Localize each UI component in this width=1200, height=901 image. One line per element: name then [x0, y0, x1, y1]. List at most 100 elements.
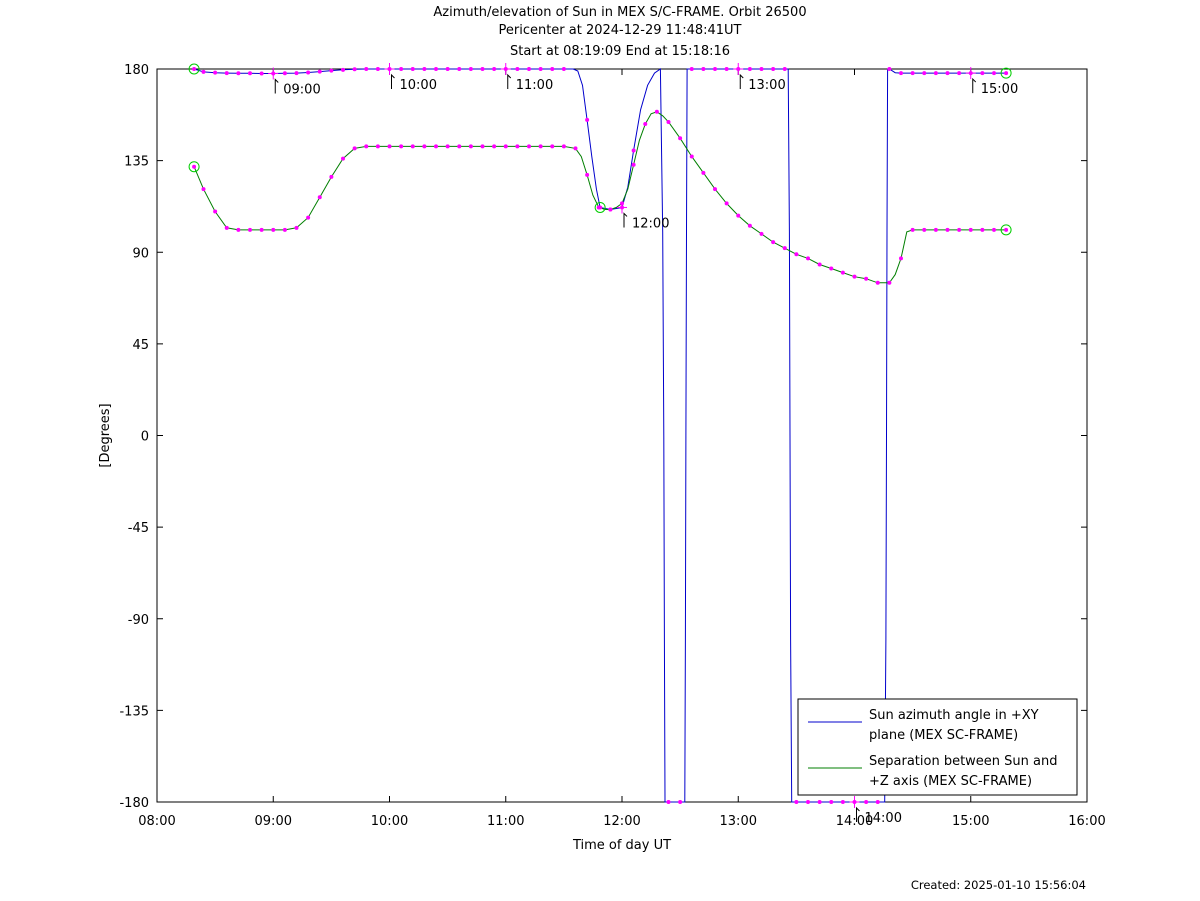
- data-point: [573, 146, 578, 151]
- data-point: [840, 800, 845, 804]
- data-point: [445, 144, 450, 149]
- data-point: [422, 144, 427, 149]
- data-point: [701, 170, 706, 175]
- y-tick-label: 135: [124, 155, 149, 170]
- data-point: [724, 201, 729, 206]
- y-tick-label: 45: [132, 338, 149, 353]
- legend: Sun azimuth angle in +XY plane (MEX SC-FR…: [797, 698, 1078, 796]
- data-point: [666, 800, 671, 804]
- legend-label-0: plane (MEX SC-FRAME): [869, 728, 1018, 743]
- data-point: [910, 227, 915, 232]
- data-point: [817, 262, 822, 267]
- data-point: [829, 266, 834, 271]
- x-tick-label: 14:00: [836, 814, 873, 829]
- data-point: [631, 162, 636, 167]
- data-point: [422, 67, 427, 71]
- data-point: [945, 71, 950, 76]
- data-point: [724, 67, 729, 71]
- data-point: [306, 215, 311, 220]
- data-point: [527, 144, 531, 149]
- hour-label: 11:00: [516, 78, 553, 93]
- hour-tick-mark: [274, 78, 279, 94]
- data-point: [794, 252, 799, 257]
- x-tick-label: 08:00: [138, 814, 175, 829]
- event-marker-point: [192, 67, 197, 71]
- data-point: [480, 67, 485, 71]
- hour-label: 15:00: [981, 82, 1018, 97]
- data-point: [654, 109, 659, 114]
- data-point: [399, 144, 404, 149]
- data-point: [492, 67, 497, 71]
- data-point: [224, 225, 229, 230]
- data-point: [899, 71, 903, 76]
- event-marker: [188, 63, 200, 75]
- data-point: [329, 68, 334, 73]
- data-point: [550, 144, 555, 149]
- y-tick-label: 90: [132, 246, 149, 261]
- data-point: [817, 800, 822, 804]
- time-annotations: 09:00 10:00 11:00 12:00 13:00 14:00 15:00: [268, 63, 1018, 826]
- data-point: [864, 276, 869, 281]
- plot-border: [156, 68, 1088, 803]
- data-point: [550, 67, 555, 71]
- data-point: [538, 144, 543, 149]
- x-tick-label: 11:00: [487, 814, 524, 829]
- data-point: [585, 117, 590, 122]
- data-point: [329, 174, 334, 179]
- y-tick-label: 180: [124, 63, 149, 78]
- data-point: [561, 67, 566, 71]
- y-tick-label: -90: [128, 613, 149, 628]
- data-point: [375, 67, 380, 71]
- hour-tick-mark: [507, 73, 512, 89]
- y-tick-label: -180: [119, 796, 149, 811]
- hour-tick-mark: [623, 212, 628, 228]
- data-point: [678, 800, 683, 804]
- legend-label-0: Sun azimuth angle in +XY: [869, 708, 1039, 723]
- data-point: [771, 67, 776, 71]
- data-point: [503, 144, 508, 149]
- plot-frame: [156, 68, 1088, 803]
- data-point: [840, 270, 845, 275]
- chart-title: Azimuth/elevation of Sun in MEX S/C-FRAM…: [433, 5, 807, 20]
- data-point: [213, 70, 218, 75]
- data-point: [352, 67, 357, 72]
- data-point: [364, 144, 369, 149]
- data-point: [852, 274, 857, 279]
- x-tick-label: 09:00: [255, 814, 292, 829]
- data-point: [538, 67, 543, 71]
- data-point: [957, 227, 962, 232]
- data-point: [782, 246, 787, 251]
- data-point: [410, 67, 415, 71]
- data-point: [701, 67, 706, 71]
- data-point: [689, 154, 694, 159]
- chart-subtitle-start-end: Start at 08:19:09 End at 15:18:16: [509, 44, 731, 59]
- data-point: [468, 144, 473, 149]
- event-marker-point: [1004, 227, 1009, 232]
- data-point: [875, 800, 880, 804]
- x-axis-label: Time of day UT: [572, 838, 671, 853]
- data-point: [294, 225, 299, 230]
- data-point: [887, 280, 892, 285]
- data-point: [364, 67, 369, 71]
- x-tick-label: 10:00: [371, 814, 408, 829]
- data-point: [434, 67, 438, 71]
- data-point: [585, 172, 590, 177]
- data-point: [515, 144, 520, 149]
- data-point: [317, 69, 322, 74]
- data-point: [224, 71, 229, 76]
- series-lines: [193, 68, 1007, 803]
- x-tick-label: 16:00: [1068, 814, 1105, 829]
- hour-label: 14:00: [865, 811, 902, 826]
- data-point: [759, 67, 764, 71]
- axis-ticks: [156, 68, 1088, 803]
- data-point: [352, 146, 357, 151]
- data-point: [782, 67, 787, 71]
- data-point: [527, 67, 531, 71]
- data-point: [201, 69, 206, 74]
- data-point: [875, 280, 880, 285]
- data-point: [341, 156, 345, 161]
- data-point: [248, 71, 252, 76]
- data-point: [713, 67, 717, 71]
- data-point: [980, 227, 985, 232]
